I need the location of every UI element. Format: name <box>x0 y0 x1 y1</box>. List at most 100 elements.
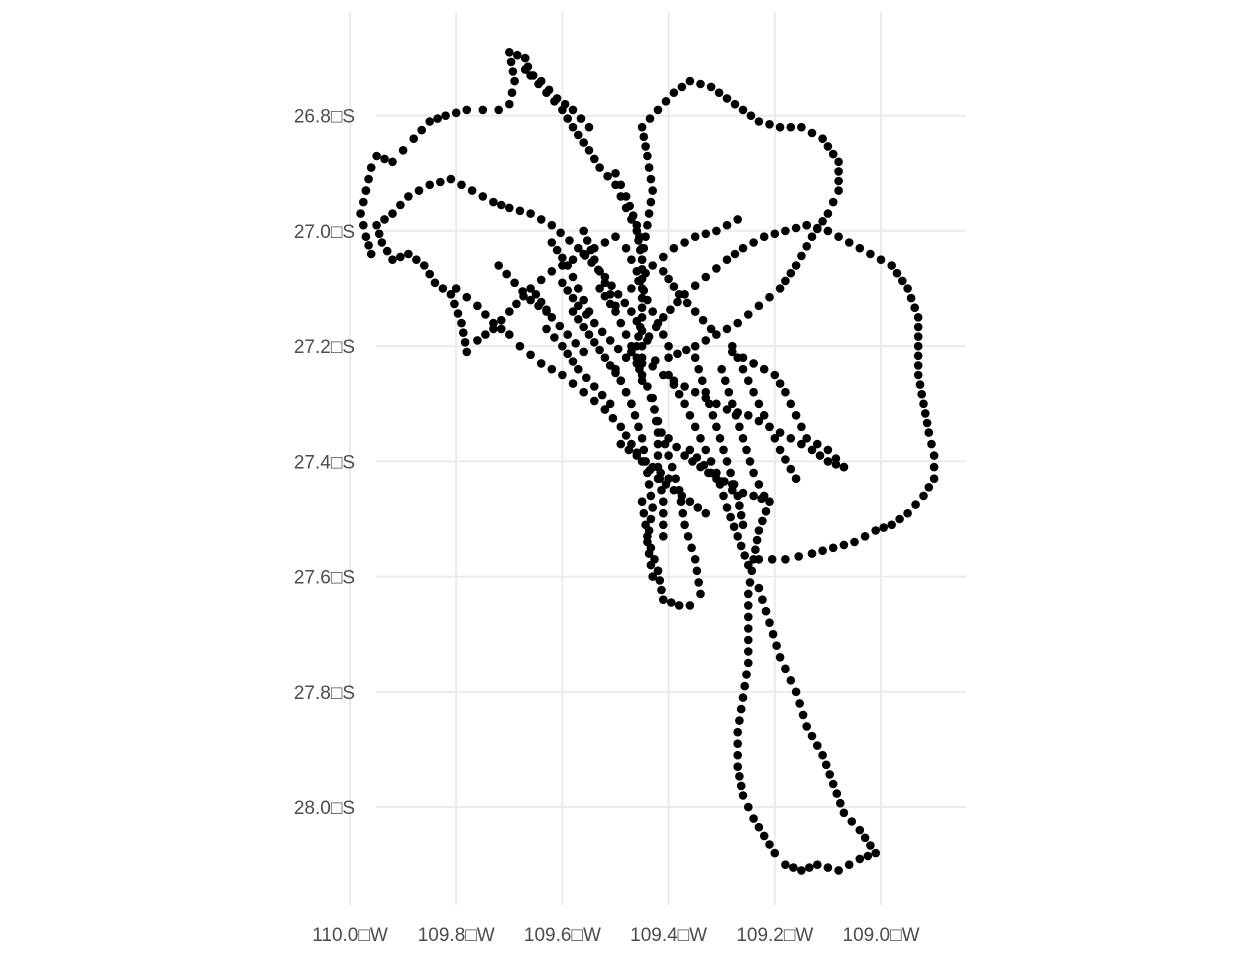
data-point <box>595 284 604 293</box>
data-point <box>798 710 808 720</box>
data-point <box>694 578 703 587</box>
y-tick-label: 27.8□S <box>294 683 355 704</box>
data-point <box>807 232 817 241</box>
data-point <box>791 411 801 420</box>
data-point <box>436 177 445 187</box>
data-point <box>632 451 642 460</box>
data-point <box>547 267 557 276</box>
data-point <box>457 180 466 190</box>
data-point <box>625 201 634 211</box>
data-point <box>797 866 806 875</box>
data-point <box>404 249 413 259</box>
data-point <box>590 154 599 164</box>
data-point <box>579 387 588 397</box>
data-point <box>644 209 654 218</box>
data-point <box>590 318 599 328</box>
data-point <box>576 114 586 123</box>
data-point <box>359 220 368 230</box>
data-point <box>653 566 663 576</box>
data-point <box>641 232 650 241</box>
data-point <box>735 501 744 510</box>
data-point <box>836 798 845 808</box>
data-point <box>616 376 626 386</box>
data-point <box>669 282 679 291</box>
data-point <box>765 120 774 129</box>
data-point <box>579 295 588 305</box>
data-point <box>738 105 748 115</box>
data-point <box>563 330 572 339</box>
data-point <box>746 111 756 120</box>
data-point <box>505 203 514 213</box>
data-point <box>701 445 711 455</box>
data-point <box>664 353 673 363</box>
data-point <box>791 687 801 697</box>
data-point <box>669 380 679 389</box>
data-point <box>637 497 647 507</box>
data-point <box>802 242 811 251</box>
data-point <box>563 286 572 295</box>
data-point <box>895 514 904 524</box>
data-point <box>839 808 849 818</box>
data-point <box>611 169 620 178</box>
data-point <box>898 276 907 286</box>
data-point <box>749 359 758 368</box>
data-point <box>791 474 801 484</box>
data-point <box>761 606 771 616</box>
data-point <box>761 507 771 516</box>
data-point <box>643 537 652 547</box>
data-point <box>582 373 591 383</box>
data-point <box>574 301 583 311</box>
data-point <box>515 341 525 351</box>
data-point <box>462 105 472 115</box>
data-point <box>603 171 612 181</box>
data-point <box>834 157 843 167</box>
data-point <box>855 825 865 835</box>
data-point <box>361 232 371 241</box>
data-point <box>396 200 405 210</box>
data-point <box>657 585 666 595</box>
data-point <box>558 370 567 380</box>
data-point <box>664 434 673 443</box>
data-point <box>632 267 642 276</box>
data-point <box>795 699 804 708</box>
data-point <box>770 229 780 239</box>
data-point <box>672 442 681 452</box>
data-point <box>584 307 594 316</box>
data-point <box>446 174 456 184</box>
data-point <box>754 583 764 593</box>
data-point <box>738 520 748 530</box>
data-point <box>690 555 700 564</box>
data-point <box>768 629 778 639</box>
data-point <box>911 500 920 509</box>
data-point <box>733 353 742 363</box>
data-point <box>834 232 843 241</box>
data-point <box>744 589 753 599</box>
data-point <box>680 399 689 409</box>
data-point <box>744 612 753 622</box>
data-point <box>929 474 939 484</box>
data-point <box>605 336 615 345</box>
data-point <box>719 491 728 501</box>
data-point <box>374 229 384 239</box>
data-point <box>388 209 397 218</box>
data-point <box>813 439 822 449</box>
data-point <box>671 474 680 484</box>
data-point <box>646 197 656 207</box>
data-point <box>834 186 843 195</box>
data-point <box>751 545 760 554</box>
data-point <box>372 220 381 230</box>
y-tick-label: 27.2□S <box>294 337 355 358</box>
data-point <box>807 731 817 741</box>
data-point <box>574 284 583 293</box>
data-point <box>749 555 758 564</box>
data-point <box>674 601 684 610</box>
data-point <box>775 428 785 437</box>
data-point <box>733 762 742 771</box>
data-point <box>653 318 663 328</box>
data-point <box>733 215 742 224</box>
data-point <box>669 243 679 253</box>
data-point <box>825 770 834 779</box>
data-point <box>659 532 668 541</box>
data-point <box>759 232 769 241</box>
data-point <box>749 387 758 397</box>
